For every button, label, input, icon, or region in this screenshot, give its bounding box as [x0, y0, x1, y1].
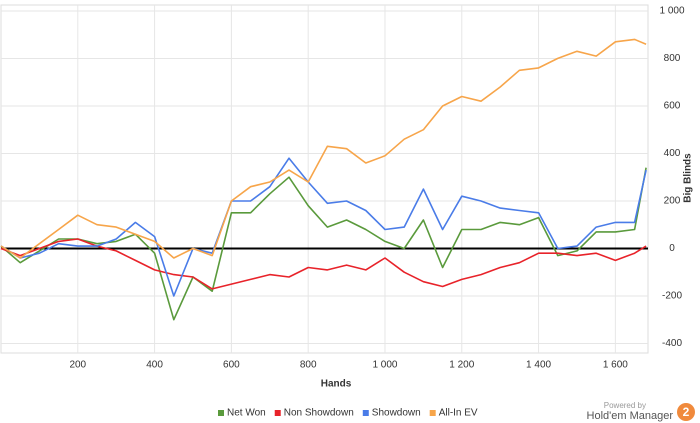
legend-label: Net Won	[227, 408, 266, 419]
x-tick-label: 600	[223, 360, 240, 371]
y-tick-label: -200	[662, 291, 682, 302]
x-tick-label: 1 400	[526, 360, 551, 371]
legend-swatch	[429, 410, 436, 416]
x-axis-label: Hands	[321, 379, 352, 390]
logo-text: 2	[683, 405, 690, 419]
powered-by: Powered by	[604, 401, 646, 410]
x-tick-label: 800	[300, 360, 317, 371]
legend-label: Non Showdown	[284, 408, 354, 419]
y-tick-label: 600	[664, 101, 681, 112]
y-axis-label: Big Blinds	[683, 153, 694, 203]
series-line	[0, 157, 647, 297]
y-tick-label: 200	[664, 196, 681, 207]
legend-swatch	[362, 410, 369, 416]
y-tick-label: 400	[664, 148, 681, 159]
legend-label: Showdown	[372, 408, 421, 419]
legend-swatch	[274, 410, 281, 416]
logo	[677, 403, 695, 421]
legend-swatch	[218, 410, 224, 416]
y-tick-label: 800	[664, 53, 681, 64]
x-tick-label: 1 600	[603, 360, 628, 371]
x-tick-label: 1 000	[372, 360, 397, 371]
legend-label: All-In EV	[439, 408, 478, 419]
series-line	[0, 38, 647, 259]
y-tick-label: -400	[662, 338, 682, 349]
x-tick-label: 200	[69, 360, 86, 371]
product-name: Hold'em Manager	[587, 410, 674, 422]
series-line	[0, 238, 647, 290]
y-tick-label: 1 000	[659, 6, 684, 17]
y-tick-label: 0	[669, 243, 675, 254]
plot-area	[0, 4, 649, 354]
x-tick-label: 400	[146, 360, 163, 371]
x-tick-label: 1 200	[449, 360, 474, 371]
